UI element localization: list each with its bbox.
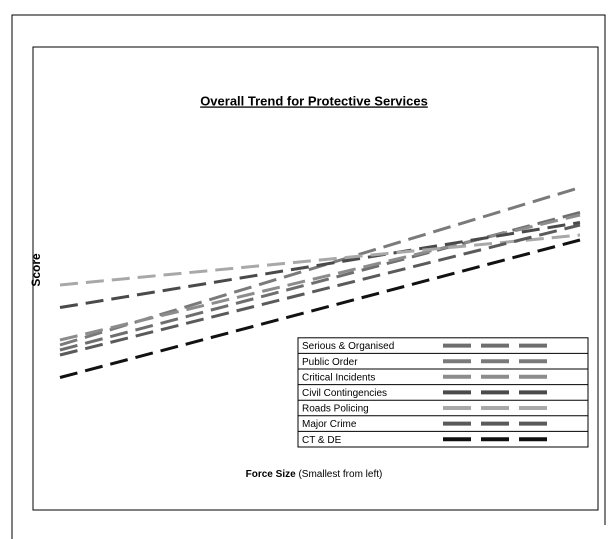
chart-title: Overall Trend for Protective Services (200, 93, 428, 108)
trend-line (59, 238, 581, 379)
x-axis-label-detail: (Smallest from left) (298, 469, 382, 480)
outer-frame (11, 14, 606, 539)
legend-label: Major Crime (302, 419, 357, 430)
legend-label: Civil Contingencies (302, 388, 387, 399)
trend-line (59, 233, 581, 287)
chart-frame (32, 46, 599, 511)
legend: Serious & Organised Public Order Critical … (297, 337, 589, 448)
trend-line (59, 221, 581, 309)
legend-label: CT & DE (302, 435, 342, 446)
legend-label: Roads Policing (302, 404, 369, 415)
trend-line (59, 223, 581, 357)
legend-label: Serious & Organised (302, 341, 394, 352)
x-axis-label: Force Size (Smallest from left) (246, 469, 383, 480)
y-axis-label: Score (29, 253, 43, 287)
legend-label: Critical Incidents (302, 372, 375, 383)
trend-line (59, 213, 581, 342)
x-axis-label-main: Force Size (246, 469, 296, 480)
legend-label: Public Order (302, 357, 358, 368)
